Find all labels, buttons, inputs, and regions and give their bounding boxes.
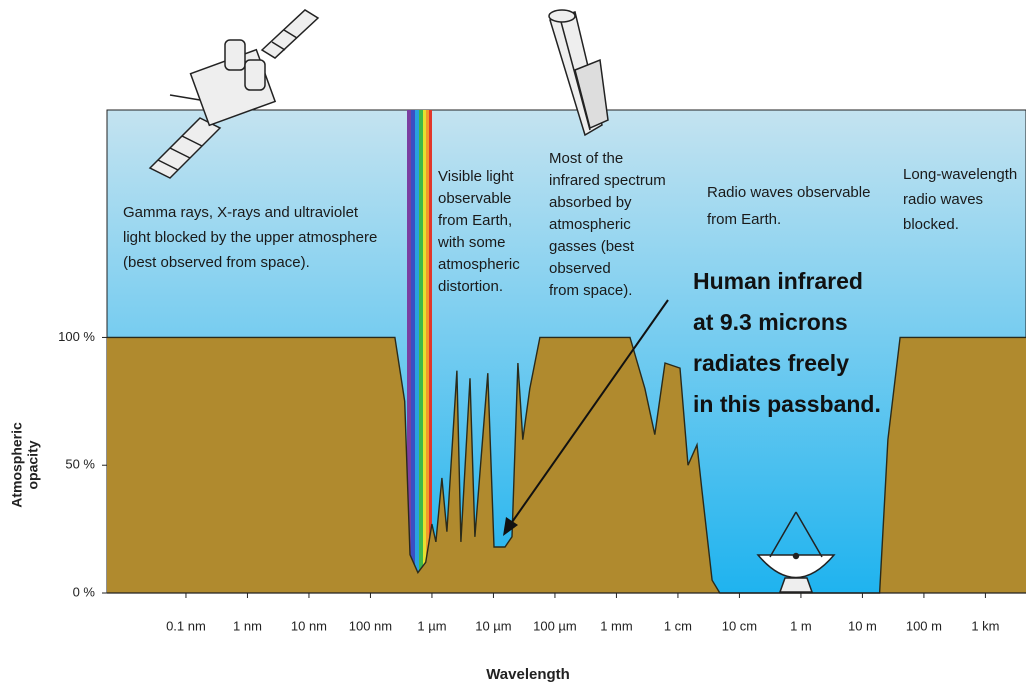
annotation: atmospheric [549, 216, 631, 233]
annotation: from space). [549, 282, 632, 299]
annotation: at 9.3 microns [693, 309, 848, 335]
x-tick-label: 0.1 nm [166, 618, 206, 633]
annotation: observed [549, 260, 611, 277]
annotation: with some [437, 234, 506, 251]
visible-spectrum [407, 110, 432, 580]
annotation: radio waves [903, 191, 983, 208]
y-axis-title: opacity [25, 440, 41, 489]
x-tick-label: 1 µm [417, 618, 446, 633]
x-tick-label: 100 nm [349, 618, 392, 633]
x-tick-label: 1 mm [600, 618, 633, 633]
x-tick-label: 10 m [848, 618, 877, 633]
annotation: radiates freely [693, 350, 849, 376]
annotation: light blocked by the upper atmosphere [123, 229, 377, 246]
x-tick-label: 10 nm [291, 618, 327, 633]
x-tick-label: 1 km [971, 618, 999, 633]
annotation: observable [438, 190, 511, 207]
chart: Wavelength Atmospheric opacity 0 % 50 % 10… [0, 0, 1026, 687]
annotation: atmospheric [438, 256, 520, 273]
x-tick-label: 10 cm [722, 618, 757, 633]
y-axis-title: Atmospheric [9, 422, 25, 508]
y-tick-label: 100 % [58, 329, 95, 344]
annotation: in this passband. [693, 391, 881, 417]
x-tick-label: 1 m [790, 618, 812, 633]
annotation: blocked. [903, 216, 959, 233]
y-tick-label: 0 % [73, 584, 96, 599]
annotation: Visible light [438, 168, 514, 185]
annotation: infrared spectrum [549, 172, 666, 189]
annotation: from Earth, [438, 212, 512, 229]
x-axis-title: Wavelength [486, 666, 570, 683]
annotation: Radio waves observable [707, 184, 870, 201]
annotation: Human infrared [693, 268, 863, 294]
x-tick-label: 100 µm [533, 618, 577, 633]
annotation: absorbed by [549, 194, 632, 211]
annotation: Most of the [549, 150, 623, 167]
annotation: distortion. [438, 278, 503, 295]
x-tick-label: 1 cm [664, 618, 692, 633]
x-tick-label: 10 µm [475, 618, 511, 633]
x-tick-label: 1 nm [233, 618, 262, 633]
x-tick-label: 100 m [906, 618, 942, 633]
annotation: gasses (best [549, 238, 635, 255]
annotation: (best observed from space). [123, 254, 310, 271]
annotation: Gamma rays, X-rays and ultraviolet [123, 204, 359, 221]
y-tick-label: 50 % [65, 457, 95, 472]
annotation: Long-wavelength [903, 166, 1017, 183]
annotation: from Earth. [707, 211, 781, 228]
